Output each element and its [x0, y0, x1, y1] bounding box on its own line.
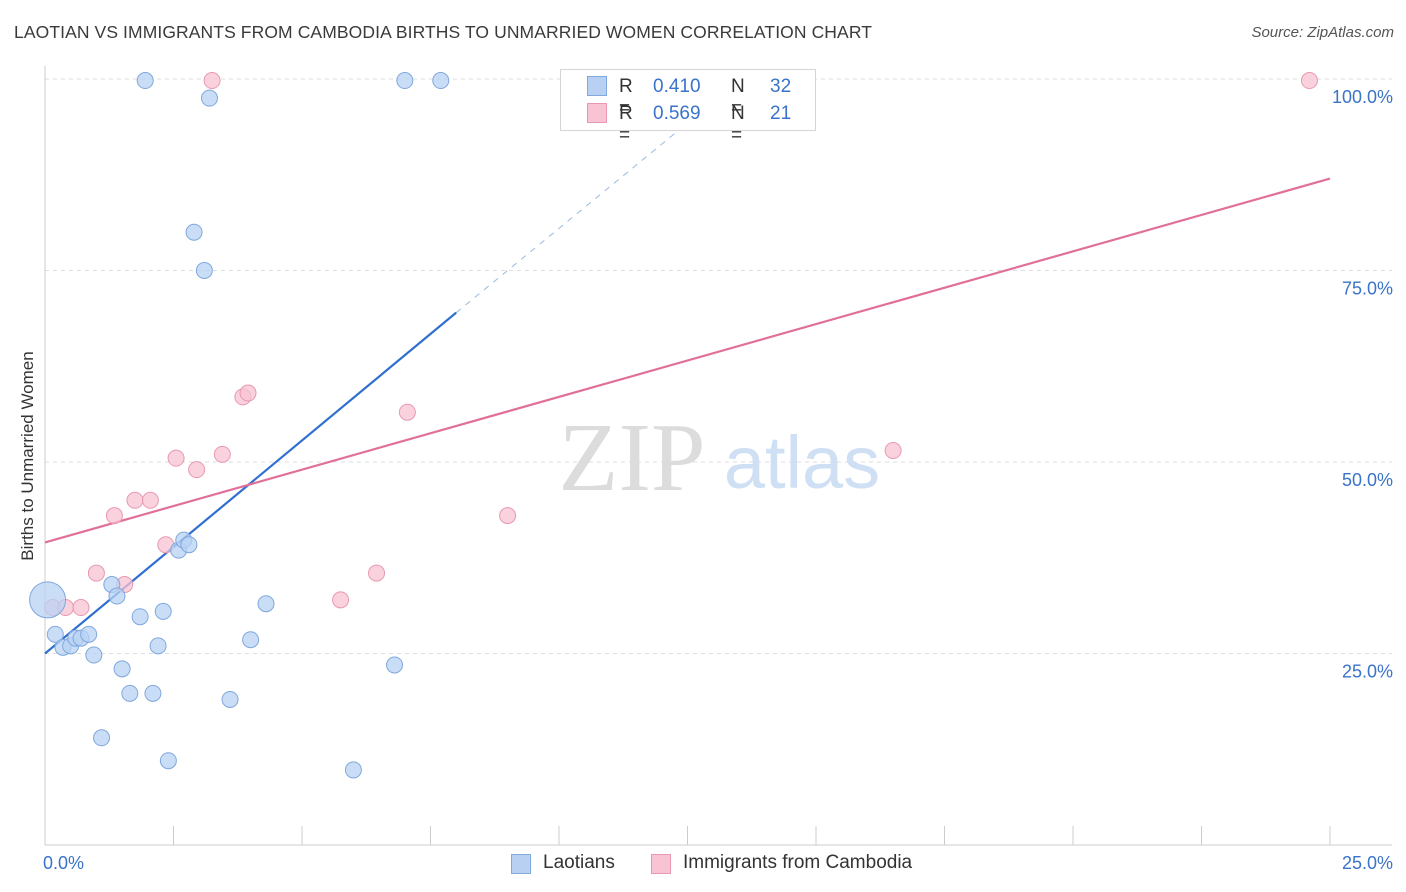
laotian-point — [195, 262, 213, 279]
cambodia-point — [239, 384, 257, 402]
r-value: 0.569 — [653, 103, 701, 124]
data-points — [29, 72, 1318, 779]
laotian-point — [149, 637, 167, 655]
laotian-point — [432, 72, 450, 90]
cambodia-trend-line — [44, 177, 1331, 544]
laotian-point — [121, 684, 139, 702]
laotian-point — [85, 646, 103, 664]
laotian-point — [257, 595, 275, 613]
n-value: 21 — [770, 103, 792, 124]
cambodia-swatch — [651, 854, 671, 874]
r-label: R = — [619, 76, 633, 119]
laotian-point — [93, 729, 111, 747]
laotian-trend-line — [44, 311, 457, 655]
watermark: ZIP atlas — [559, 404, 881, 512]
laotian-trend-extension — [455, 101, 714, 314]
laotian-point — [221, 690, 239, 708]
y-tick-label: 75.0% — [1342, 279, 1393, 299]
n-value: 32 — [770, 76, 792, 97]
cambodia-point — [188, 461, 206, 479]
cambodia-swatch — [587, 103, 607, 123]
grid-lines — [45, 78, 1392, 654]
tick-labels: 25.0% 50.0% 75.0% 100.0% 0.0% 25.0% — [43, 87, 1393, 873]
laotians-swatch — [511, 854, 531, 874]
cambodia-point — [105, 507, 123, 525]
laotian-point — [396, 72, 414, 90]
laotian-point — [159, 752, 177, 770]
cambodia-point — [141, 491, 159, 509]
laotian-point — [386, 656, 404, 674]
laotian-point — [136, 72, 154, 90]
laotian-point — [200, 89, 218, 107]
laotian-point — [344, 761, 362, 779]
laotian-point — [113, 660, 131, 678]
cambodia-point — [87, 564, 105, 582]
laotians-swatch — [587, 76, 607, 96]
laotian-point — [131, 608, 149, 626]
n-label: N = — [731, 103, 745, 146]
y-tick-label: 25.0% — [1342, 662, 1393, 682]
cambodia-point — [1300, 72, 1318, 90]
laotian-point — [80, 625, 98, 643]
stats-legend: R = 0.410 N = 32 R = 0.569 N = 21 — [560, 69, 816, 146]
cambodia-point — [499, 507, 517, 525]
cambodia-point — [203, 72, 221, 90]
cambodia-point — [368, 564, 386, 582]
cambodia-point — [126, 491, 144, 509]
laotian-point — [108, 587, 126, 605]
cambodia-point — [332, 591, 350, 609]
laotian-point — [180, 536, 198, 554]
y-tick-label: 100.0% — [1332, 87, 1393, 107]
laotian-point — [185, 223, 203, 241]
legend-label: Laotians — [543, 852, 615, 873]
y-tick-label: 50.0% — [1342, 470, 1393, 490]
cambodia-point — [398, 403, 416, 421]
r-label: R = — [619, 103, 633, 146]
x-tick-label: 25.0% — [1342, 853, 1393, 873]
cambodia-point — [72, 599, 90, 617]
laotian-point — [154, 602, 172, 620]
laotian-point — [144, 684, 162, 702]
watermark-zip: ZIP — [559, 404, 706, 512]
x-tick-label: 0.0% — [43, 853, 84, 873]
trend-lines — [44, 101, 1331, 655]
cambodia-point — [167, 449, 185, 467]
source-label: Source: ZipAtlas.com — [1251, 24, 1394, 41]
laotian-point — [242, 631, 260, 649]
legend-label: Immigrants from Cambodia — [683, 852, 913, 873]
cambodia-point — [213, 445, 231, 463]
n-label: N = — [731, 76, 745, 119]
axes — [44, 66, 1392, 846]
laotian-point — [46, 625, 64, 643]
chart-title: LAOTIAN VS IMMIGRANTS FROM CAMBODIA BIRT… — [14, 22, 873, 42]
laotian-point — [29, 581, 67, 619]
cambodia-point — [884, 442, 902, 460]
watermark-atlas: atlas — [724, 421, 880, 504]
r-value: 0.410 — [653, 76, 701, 97]
